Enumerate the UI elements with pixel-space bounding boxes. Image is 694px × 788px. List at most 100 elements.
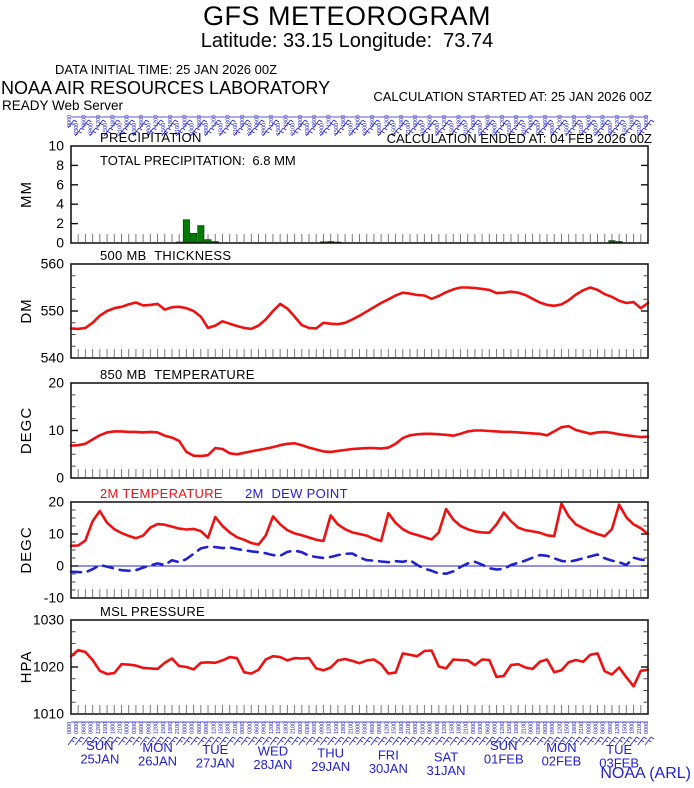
- hour-label: 0600: [485, 115, 491, 127]
- wind-barb: [471, 736, 482, 746]
- wind-barb: [190, 127, 200, 137]
- wind-barb: [435, 736, 446, 746]
- wind-barb: [233, 127, 244, 137]
- hour-label: 1200: [557, 115, 563, 127]
- series-line: [69, 502, 650, 548]
- wind-barb: [168, 119, 179, 129]
- day-of-week-label: TUE: [202, 742, 228, 757]
- wind-barb: [507, 736, 518, 746]
- hour-label: 1800: [110, 115, 116, 127]
- y-tick-label: 0: [56, 470, 64, 486]
- wind-barb: [644, 736, 655, 746]
- wind-barb: [514, 119, 525, 129]
- hour-label: 1800: [226, 115, 232, 127]
- hour-label: 1500: [334, 123, 340, 135]
- wind-barb: [385, 736, 395, 746]
- hour-label: 0600: [312, 722, 318, 734]
- hour-label: 0900: [493, 722, 499, 734]
- day-date-label: 29JAN: [311, 759, 350, 774]
- hour-label: 1200: [384, 115, 390, 127]
- day-of-week-label: MON: [546, 740, 576, 755]
- wind-barb: [623, 736, 633, 746]
- wind-barb: [457, 736, 467, 746]
- hour-label: 0000: [182, 722, 188, 734]
- wind-barb: [486, 736, 496, 746]
- hour-label: 1200: [442, 115, 448, 127]
- wind-barb: [103, 736, 114, 746]
- wind-barb: [615, 736, 626, 746]
- hour-label: 1500: [565, 722, 571, 734]
- wind-barb: [334, 127, 345, 137]
- wind-barb: [363, 127, 373, 137]
- wind-barb: [125, 119, 135, 129]
- panel-thickness: 540 550 560 DM: [18, 256, 650, 366]
- hour-label: 0600: [485, 722, 491, 734]
- wind-barb: [276, 736, 287, 746]
- hour-label: 1500: [103, 722, 109, 734]
- hour-label: 0900: [204, 123, 210, 135]
- hour-label: 0300: [74, 123, 80, 135]
- hour-label: 0900: [262, 123, 268, 135]
- wind-barb: [529, 736, 539, 746]
- hour-label: 0000: [125, 722, 131, 734]
- hour-label: 0600: [370, 115, 376, 127]
- hour-label: 0900: [435, 722, 441, 734]
- hour-label: 0000: [182, 115, 188, 127]
- wind-barb: [110, 119, 121, 129]
- hour-label: 1500: [565, 123, 571, 135]
- wind-barb: [637, 736, 648, 746]
- wind-barb: [240, 736, 251, 746]
- wind-barb: [161, 736, 171, 746]
- hour-label: 1500: [622, 123, 628, 135]
- wind-barb: [291, 127, 301, 137]
- legend-2m-temperature: 2M TEMPERATURE: [100, 486, 223, 501]
- wind-barb: [630, 119, 640, 129]
- wind-barb: [312, 736, 323, 746]
- wind-barb: [601, 119, 611, 129]
- hour-label: 0900: [608, 722, 614, 734]
- hour-label: 0300: [190, 123, 196, 135]
- day-of-week-label: SAT: [434, 749, 458, 764]
- wind-barb: [406, 127, 417, 137]
- wind-barb: [522, 127, 532, 137]
- wind-barb: [522, 736, 532, 746]
- hour-label: 2100: [233, 123, 239, 135]
- wind-barb-band-top: 0000030006000900120015001800210000000300…: [67, 115, 655, 137]
- hour-label: 2100: [348, 722, 354, 734]
- wind-barb: [385, 119, 395, 129]
- wind-barb: [82, 119, 92, 129]
- hour-label: 2100: [291, 123, 297, 135]
- hour-label: 0000: [471, 115, 477, 127]
- wind-barb: [536, 736, 547, 746]
- hour-label: 1800: [168, 722, 174, 734]
- wind-barb: [175, 736, 186, 746]
- hour-label: 1800: [168, 115, 174, 127]
- wind-barb: [255, 736, 265, 746]
- wind-barb: [262, 127, 272, 137]
- day-date-label: 31JAN: [427, 763, 466, 778]
- hour-label: 2100: [637, 722, 643, 734]
- wind-barb: [197, 736, 208, 746]
- wind-barb: [565, 736, 575, 746]
- hour-label: 0900: [146, 722, 152, 734]
- hour-label: 0000: [298, 722, 304, 734]
- wind-barb: [305, 736, 316, 746]
- day-date-label: 02FEB: [542, 753, 582, 768]
- wind-barb: [421, 127, 431, 137]
- hour-label: 0600: [543, 722, 549, 734]
- panel-mslp: 1010 1020 1030 HPA: [18, 612, 650, 722]
- wind-barb: [341, 119, 352, 129]
- wind-barb: [298, 736, 309, 746]
- hour-label: 1200: [442, 722, 448, 734]
- wind-barb: [348, 736, 359, 746]
- panel-title-850-temp: 850 MB TEMPERATURE: [100, 367, 255, 382]
- hour-label: 0300: [420, 722, 426, 734]
- wind-barb: [543, 736, 554, 746]
- wind-barb: [586, 119, 597, 129]
- hour-label: 1800: [399, 115, 405, 127]
- hour-label: 1500: [218, 722, 224, 734]
- wind-barb: [356, 736, 366, 746]
- hour-label: 1500: [103, 123, 109, 135]
- hour-label: 1200: [500, 722, 506, 734]
- hour-label: 1200: [557, 722, 563, 734]
